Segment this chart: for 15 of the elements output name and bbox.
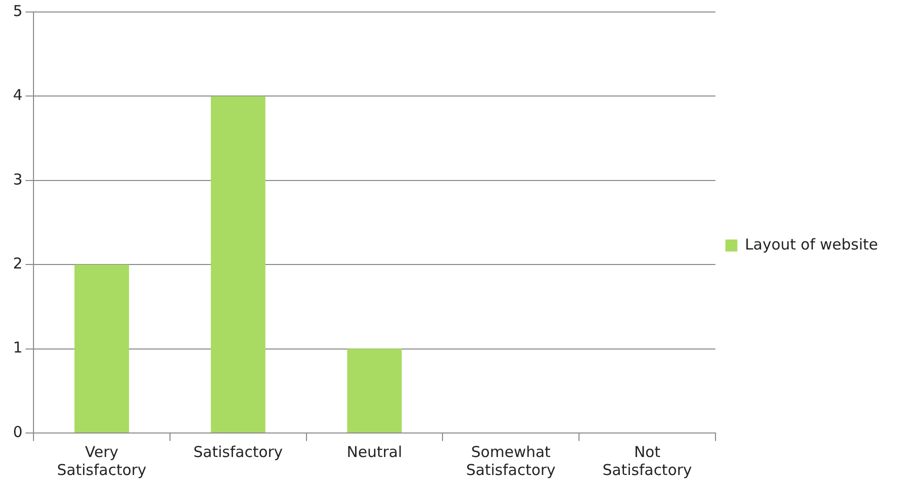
y-tick-label: 3	[12, 170, 23, 188]
bar	[74, 264, 130, 432]
y-tick-label: 1	[12, 338, 23, 357]
x-tick-label: Satisfactory	[193, 442, 283, 461]
x-tick-label: Somewhat Satisfactory	[466, 442, 556, 479]
x-tick-label: Not Satisfactory	[602, 442, 692, 479]
x-tick-label: Neutral	[346, 442, 402, 461]
legend-label: Layout of website	[744, 235, 878, 254]
y-tick-label: 0	[12, 422, 23, 441]
x-tick-label: Very Satisfactory	[57, 442, 147, 479]
bar	[347, 348, 402, 432]
bar	[210, 96, 266, 432]
y-tick-label: 4	[12, 86, 23, 104]
y-tick-label: 5	[12, 2, 23, 20]
y-tick-label: 2	[12, 254, 23, 272]
